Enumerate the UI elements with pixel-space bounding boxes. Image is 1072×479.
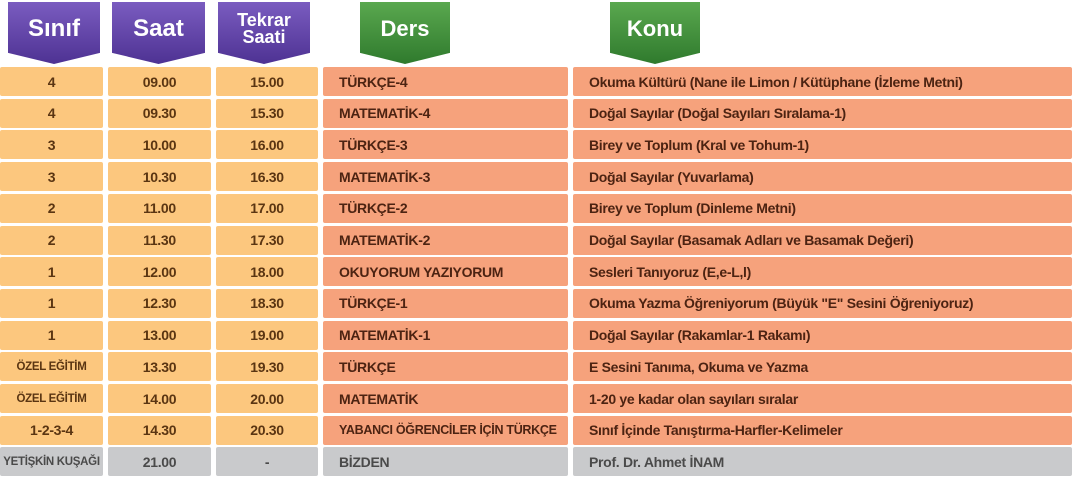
table-cell: 2 <box>0 193 103 223</box>
table-cell: 3 <box>0 162 103 192</box>
table-cell: BİZDEN <box>323 447 568 477</box>
table-cell: 1 <box>0 257 103 287</box>
table-cell: 16.00 <box>216 130 318 160</box>
table-cell: MATEMATİK <box>323 384 568 413</box>
table-cell: MATEMATİK-4 <box>323 98 568 128</box>
table-cell: 19.00 <box>216 320 318 350</box>
table-cell: TÜRKÇE-3 <box>323 130 568 160</box>
table-cell: 1 <box>0 320 103 350</box>
table-cell: 18.30 <box>216 288 318 318</box>
table-cell: MATEMATİK-3 <box>323 162 568 192</box>
table-cell: 15.00 <box>216 67 318 96</box>
column-header: Konu <box>610 2 700 64</box>
table-cell: OKUYORUM YAZIYORUM <box>323 257 568 287</box>
table-cell: Okuma Kültürü (Nane ile Limon / Kütüphan… <box>573 67 1072 96</box>
table-cell: 16.30 <box>216 162 318 192</box>
table-cell: 19.30 <box>216 352 318 382</box>
table-cell: ÖZEL EĞİTİM <box>0 384 103 413</box>
table-cell: 15.30 <box>216 98 318 128</box>
table-cell: MATEMATİK-2 <box>323 225 568 255</box>
table-cell: Sesleri Tanıyoruz (E,e-L,l) <box>573 257 1072 287</box>
table-cell: TÜRKÇE <box>323 352 568 382</box>
table-cell: 4 <box>0 67 103 96</box>
table-cell: YETİŞKİN KUŞAĞI <box>0 447 103 477</box>
table-cell: 1-20 ye kadar olan sayıları sıralar <box>573 384 1072 413</box>
table-cell: 18.00 <box>216 257 318 287</box>
column-header: Ders <box>360 2 450 64</box>
table-cell: - <box>216 447 318 477</box>
table-cell: 09.30 <box>108 98 211 128</box>
table-cell: 1 <box>0 288 103 318</box>
table-cell: 09.00 <box>108 67 211 96</box>
table-cell: 13.00 <box>108 320 211 350</box>
table-cell: 21.00 <box>108 447 211 477</box>
column-header: Sınıf <box>8 2 100 64</box>
table-cell: Prof. Dr. Ahmet İNAM <box>573 447 1072 477</box>
column-header: Saat <box>112 2 205 64</box>
table-cell: YABANCI ÖĞRENCİLER İÇİN TÜRKÇE <box>323 415 568 445</box>
table-cell: 11.00 <box>108 193 211 223</box>
table-cell: 17.30 <box>216 225 318 255</box>
table-cell: 17.00 <box>216 193 318 223</box>
table-cell: 2 <box>0 225 103 255</box>
table-cell: 20.30 <box>216 415 318 445</box>
table-cell: Sınıf İçinde Tanıştırma-Harfler-Kelimele… <box>573 415 1072 445</box>
table-cell: Doğal Sayılar (Yuvarlama) <box>573 162 1072 192</box>
table-cell: 20.00 <box>216 384 318 413</box>
table-cell: 3 <box>0 130 103 160</box>
table-cell: TÜRKÇE-4 <box>323 67 568 96</box>
table-cell: Doğal Sayılar (Rakamlar-1 Rakamı) <box>573 320 1072 350</box>
table-cell: 10.30 <box>108 162 211 192</box>
table-cell: Doğal Sayılar (Doğal Sayıları Sıralama-1… <box>573 98 1072 128</box>
table-cell: ÖZEL EĞİTİM <box>0 352 103 382</box>
table-cell: Doğal Sayılar (Basamak Adları ve Basamak… <box>573 225 1072 255</box>
table-cell: Okuma Yazma Öğreniyorum (Büyük "E" Sesin… <box>573 288 1072 318</box>
table-cell: 1-2-3-4 <box>0 415 103 445</box>
table-cell: 10.00 <box>108 130 211 160</box>
table-cell: E Sesini Tanıma, Okuma ve Yazma <box>573 352 1072 382</box>
table-cell: 12.00 <box>108 257 211 287</box>
table-cell: 4 <box>0 98 103 128</box>
table-cell: 14.00 <box>108 384 211 413</box>
table-cell: 12.30 <box>108 288 211 318</box>
table-cell: TÜRKÇE-1 <box>323 288 568 318</box>
table-cell: MATEMATİK-1 <box>323 320 568 350</box>
table-cell: TÜRKÇE-2 <box>323 193 568 223</box>
table-cell: 11.30 <box>108 225 211 255</box>
table-cell: 13.30 <box>108 352 211 382</box>
table-cell: 14.30 <box>108 415 211 445</box>
table-cell: Birey ve Toplum (Kral ve Tohum-1) <box>573 130 1072 160</box>
column-header: Tekrar Saati <box>218 2 310 64</box>
table-cell: Birey ve Toplum (Dinleme Metni) <box>573 193 1072 223</box>
